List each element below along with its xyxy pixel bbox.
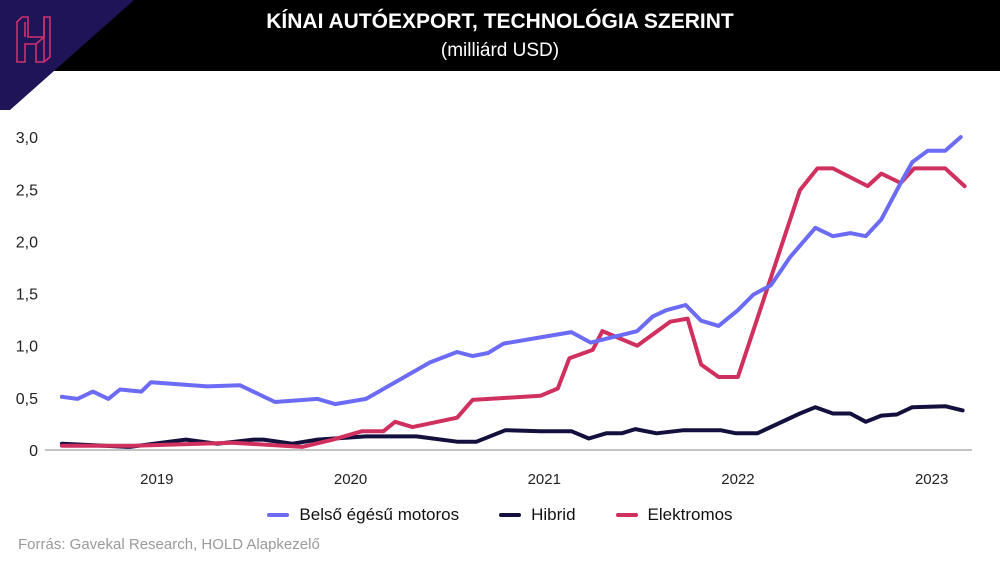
header-bar [0, 0, 1000, 71]
legend-label: Elektromos [647, 505, 733, 524]
y-tick-label: 1,0 [16, 339, 38, 356]
y-tick-label: 1,5 [16, 287, 38, 304]
source-note: Forrás: Gavekal Research, HOLD Alapkezel… [18, 536, 320, 553]
legend-swatch [615, 513, 638, 517]
y-tick-label: 0,5 [16, 391, 38, 408]
legend-label: Belső égésű motoros [299, 505, 460, 524]
legend-item: Belső égésű motoros [267, 505, 459, 525]
legend-item: Elektromos [615, 505, 733, 525]
legend-swatch [499, 513, 522, 517]
chart-title: KÍNAI AUTÓEXPORT, TECHNOLÓGIA SZERINT [266, 10, 734, 33]
series-line-1 [59, 404, 965, 449]
logo-background [0, 0, 134, 110]
legend-label: Hibrid [531, 505, 576, 524]
chart-subtitle: (milliárd USD) [440, 40, 560, 61]
legend-swatch [267, 513, 290, 517]
logo-h-icon [16, 16, 51, 63]
line-chart: 0 0,5 1,0 1,5 2,0 2,5 3,0 2019 2020 2021 2022 2023 [16, 130, 972, 488]
y-tick-label: 2,0 [16, 234, 38, 251]
y-tick-label: 2,5 [16, 182, 38, 199]
series-line-2 [59, 166, 967, 449]
x-tick-label: 2019 [140, 471, 173, 488]
legend-item: Hibrid [499, 505, 576, 525]
x-tick-label: 2020 [334, 471, 367, 488]
logo [0, 0, 134, 110]
y-tick-label: 3,0 [16, 130, 38, 147]
x-tick-label: 2021 [528, 471, 561, 488]
legend: Belső égésű motoros Hibrid Elektromos [0, 505, 1000, 525]
y-tick-label: 0 [29, 443, 38, 460]
x-tick-label: 2022 [721, 471, 754, 488]
x-tick-label: 2023 [915, 471, 948, 488]
series-line-0 [59, 135, 963, 407]
